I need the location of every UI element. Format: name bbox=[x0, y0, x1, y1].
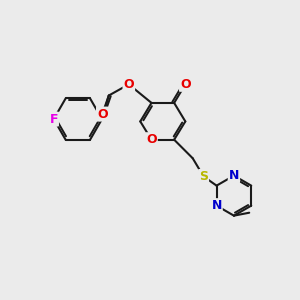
Text: O: O bbox=[146, 133, 157, 146]
Text: S: S bbox=[199, 170, 208, 183]
Text: F: F bbox=[50, 112, 58, 126]
Text: N: N bbox=[229, 169, 239, 182]
Text: O: O bbox=[180, 78, 190, 91]
Text: N: N bbox=[212, 199, 222, 212]
Text: O: O bbox=[124, 78, 134, 91]
Text: O: O bbox=[97, 108, 108, 121]
